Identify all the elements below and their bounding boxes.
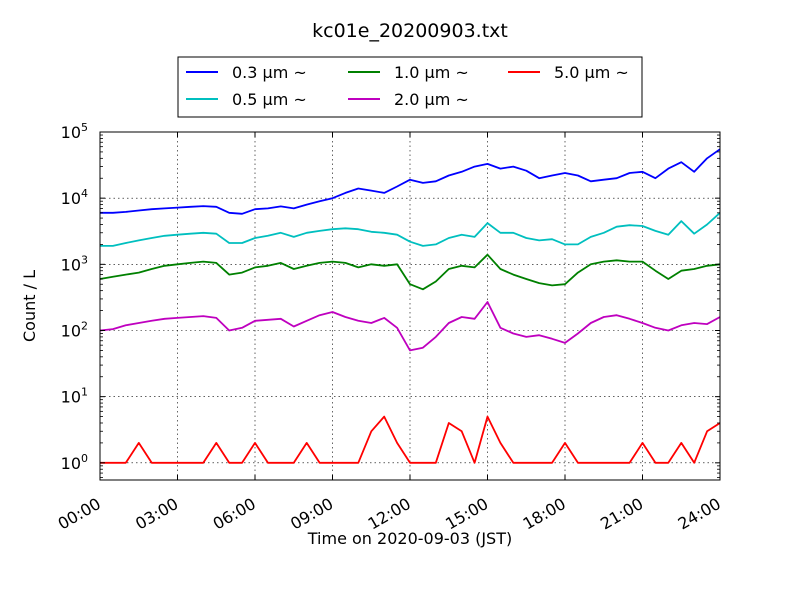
series-line-2 bbox=[100, 212, 721, 247]
x-tick-label: 24:00 bbox=[675, 494, 724, 534]
y-axis-label: Count / L bbox=[20, 270, 39, 342]
x-tick-label: 06:00 bbox=[210, 494, 259, 534]
legend-frame bbox=[177, 56, 643, 118]
series-line-4 bbox=[99, 301, 721, 352]
series-line-1 bbox=[100, 148, 721, 215]
x-tick-label: 03:00 bbox=[132, 494, 181, 534]
y-tick-label: 103 bbox=[61, 253, 88, 274]
legend-label: 0.3 μm ~ bbox=[232, 63, 307, 82]
x-tick-label: 18:00 bbox=[520, 494, 569, 534]
legend-label: 0.5 μm ~ bbox=[232, 90, 307, 109]
y-tick-label: 100 bbox=[61, 452, 88, 473]
tick-layer: 00:00 03:00 06:00 09:00 12:00 15:00 18:00 21:00… bbox=[55, 121, 724, 534]
series-layer bbox=[99, 148, 721, 464]
y-tick-label: 102 bbox=[61, 319, 88, 340]
y-tick-label: 105 bbox=[61, 121, 88, 142]
series-line-3 bbox=[99, 253, 721, 291]
x-tick-label: 00:00 bbox=[55, 494, 104, 534]
series-line-5 bbox=[100, 415, 721, 464]
y-tick-label: 104 bbox=[61, 187, 88, 208]
x-axis-label: Time on 2020-09-03 (JST) bbox=[307, 529, 512, 548]
chart-title: kc01e_20200903.txt bbox=[312, 20, 508, 42]
y-tick-label: 101 bbox=[61, 386, 88, 407]
x-tick-label: 21:00 bbox=[597, 494, 646, 534]
x-tick-label: 09:00 bbox=[287, 494, 336, 534]
x-tick-label: 15:00 bbox=[442, 494, 491, 534]
x-tick-label: 12:00 bbox=[365, 494, 414, 534]
legend-label: 1.0 μm ~ bbox=[394, 63, 469, 82]
plot-frame bbox=[99, 131, 721, 481]
grid bbox=[100, 132, 720, 480]
legend-label: 5.0 μm ~ bbox=[554, 63, 629, 82]
legend: 0.3 μm ~ 0.5 μm ~ 1.0 μm ~ 2.0 μm ~ 5.0 μm ~ bbox=[177, 56, 643, 118]
legend-label: 2.0 μm ~ bbox=[394, 90, 469, 109]
